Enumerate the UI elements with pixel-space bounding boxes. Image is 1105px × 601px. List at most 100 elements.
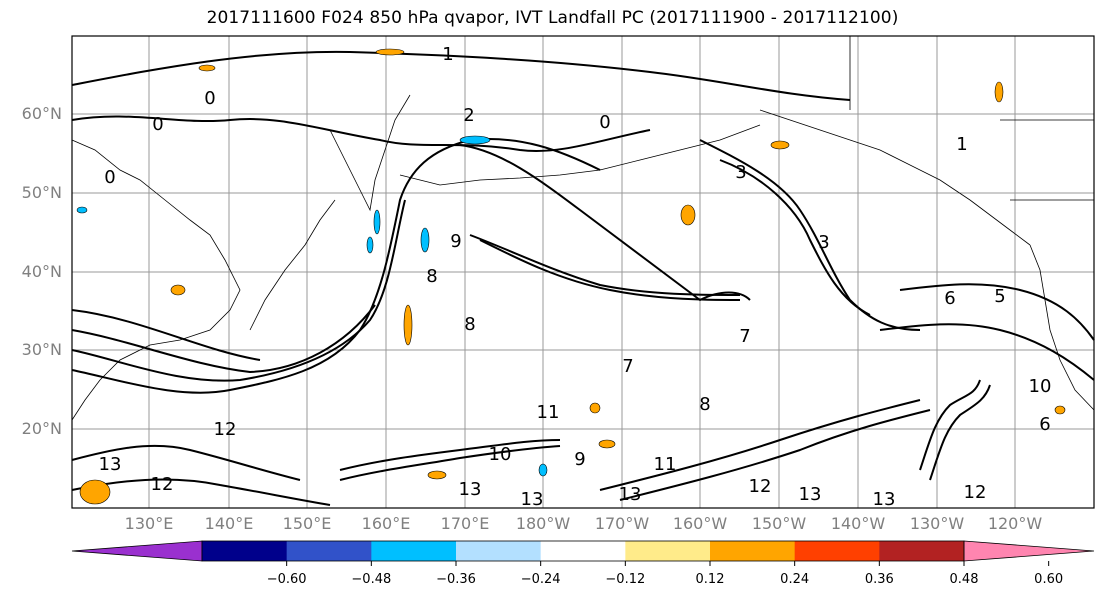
qvapor-anomaly-positive bbox=[680, 204, 696, 226]
latitude-label: 60°N bbox=[21, 104, 62, 123]
contour-label: 12 bbox=[749, 476, 772, 497]
map-border bbox=[71, 35, 1095, 509]
contour-label: 10 bbox=[1029, 376, 1052, 397]
coastline-kamchatka bbox=[329, 94, 411, 212]
qvapor-anomaly-positive bbox=[170, 284, 186, 296]
longitude-label: 130°E bbox=[124, 514, 174, 533]
contour-label: 0 bbox=[104, 167, 115, 188]
contour-line bbox=[699, 139, 921, 331]
colorbar-tick-label: −0.60 bbox=[266, 572, 307, 587]
colorbar-tick-label: 0.24 bbox=[780, 572, 810, 587]
colorbar-tick-label: −0.36 bbox=[436, 572, 476, 587]
contour-label: 9 bbox=[450, 231, 461, 252]
colorbar-tick-label: 0.36 bbox=[864, 572, 894, 587]
qvapor-anomaly-negative bbox=[538, 463, 548, 477]
contour-line bbox=[719, 159, 871, 316]
qvapor-anomaly-positive bbox=[589, 402, 601, 414]
longitude-label: 150°E bbox=[282, 514, 332, 533]
qvapor-anomaly-positive bbox=[403, 304, 413, 346]
colorbar-tick-label: 0.12 bbox=[695, 572, 725, 587]
contour-label: 1 bbox=[442, 44, 453, 65]
longitude-label: 170°W bbox=[594, 514, 650, 533]
longitude-label: 150°W bbox=[751, 514, 807, 533]
contour-label: 5 bbox=[994, 286, 1005, 307]
colorbar-tick-label: 0.48 bbox=[949, 572, 979, 587]
qvapor-anomaly-positive bbox=[375, 48, 405, 56]
contour-label: 3 bbox=[818, 232, 829, 253]
colorbar-outline bbox=[201, 540, 965, 562]
colorbar-segment bbox=[456, 541, 542, 561]
colorbar-tick-label: −0.12 bbox=[605, 572, 646, 587]
colorbar-segment bbox=[794, 541, 880, 561]
colorbar-extend-max bbox=[963, 540, 1095, 562]
graticule bbox=[72, 36, 1094, 508]
contour-label: 2 bbox=[463, 105, 474, 126]
colorbar-tick-label: 0.60 bbox=[1034, 572, 1064, 587]
colorbar-extend-min bbox=[71, 540, 203, 562]
colorbar-segment bbox=[879, 541, 965, 561]
contour-label: 7 bbox=[739, 326, 750, 347]
contour-label: 13 bbox=[459, 479, 482, 500]
contour-label: 6 bbox=[944, 288, 955, 309]
contour-label: 12 bbox=[151, 474, 174, 495]
colorbar bbox=[71, 540, 1095, 566]
contour-label: 9 bbox=[574, 449, 585, 470]
longitude-label: 140°W bbox=[830, 514, 886, 533]
qvapor-anomaly-negative bbox=[420, 227, 430, 253]
longitude-label: 180°W bbox=[515, 514, 571, 533]
latitude-label: 40°N bbox=[21, 262, 62, 281]
qvapor-anomaly-positive bbox=[198, 64, 216, 72]
colorbar-tick-label: −0.24 bbox=[520, 572, 561, 587]
contour-label: 0 bbox=[599, 112, 610, 133]
contour-label: 11 bbox=[654, 454, 677, 475]
latitude-label: 50°N bbox=[21, 183, 62, 202]
contour-line bbox=[879, 323, 1095, 381]
contour-line bbox=[919, 379, 981, 471]
map-title: 2017111600 F024 850 hPa qvapor, IVT Land… bbox=[206, 8, 899, 28]
qvapor-anomaly-positive bbox=[994, 81, 1004, 103]
colorbar-segment bbox=[540, 541, 626, 561]
contour-line bbox=[469, 234, 741, 296]
contour-line bbox=[339, 439, 561, 471]
qvapor-shading bbox=[76, 48, 1066, 505]
qvapor-anomaly-positive bbox=[79, 479, 111, 505]
colorbar-segment bbox=[710, 541, 796, 561]
contour-label: 1 bbox=[956, 134, 967, 155]
contour-line bbox=[71, 444, 301, 481]
contour-line bbox=[71, 199, 406, 382]
contour-label: 11 bbox=[537, 402, 560, 423]
latitude-label: 20°N bbox=[21, 419, 62, 438]
contour-line bbox=[71, 304, 376, 374]
longitude-label: 170°E bbox=[440, 514, 490, 533]
longitude-label: 160°W bbox=[672, 514, 728, 533]
coastline-aleutians bbox=[399, 124, 761, 186]
contour-label: 6 bbox=[1039, 414, 1050, 435]
contour-line bbox=[71, 478, 331, 506]
coastline-asia bbox=[71, 139, 241, 421]
contour-line bbox=[899, 283, 1095, 341]
qvapor-anomaly-negative bbox=[459, 135, 491, 145]
contour-line bbox=[479, 239, 741, 301]
contour-label: 13 bbox=[799, 484, 822, 505]
contour-label: 12 bbox=[964, 482, 987, 503]
longitude-label: 160°E bbox=[361, 514, 411, 533]
contour-line bbox=[619, 409, 931, 501]
contour-label: 12 bbox=[214, 419, 237, 440]
contour-line bbox=[599, 399, 921, 491]
contour-label: 13 bbox=[521, 489, 544, 510]
contour-label: 13 bbox=[99, 454, 122, 475]
colorbar-tick-label: −0.48 bbox=[351, 572, 392, 587]
longitude-label: 120°W bbox=[987, 514, 1043, 533]
longitude-label: 130°W bbox=[909, 514, 965, 533]
colorbar-segment bbox=[625, 541, 711, 561]
contour-label: 8 bbox=[699, 394, 710, 415]
colorbar-segment bbox=[286, 541, 372, 561]
qvapor-anomaly-positive bbox=[770, 140, 790, 150]
contour-label: 8 bbox=[426, 266, 437, 287]
contour-label: 3 bbox=[735, 162, 746, 183]
contour-label: 13 bbox=[619, 484, 642, 505]
qvapor-anomaly-negative bbox=[76, 206, 88, 214]
